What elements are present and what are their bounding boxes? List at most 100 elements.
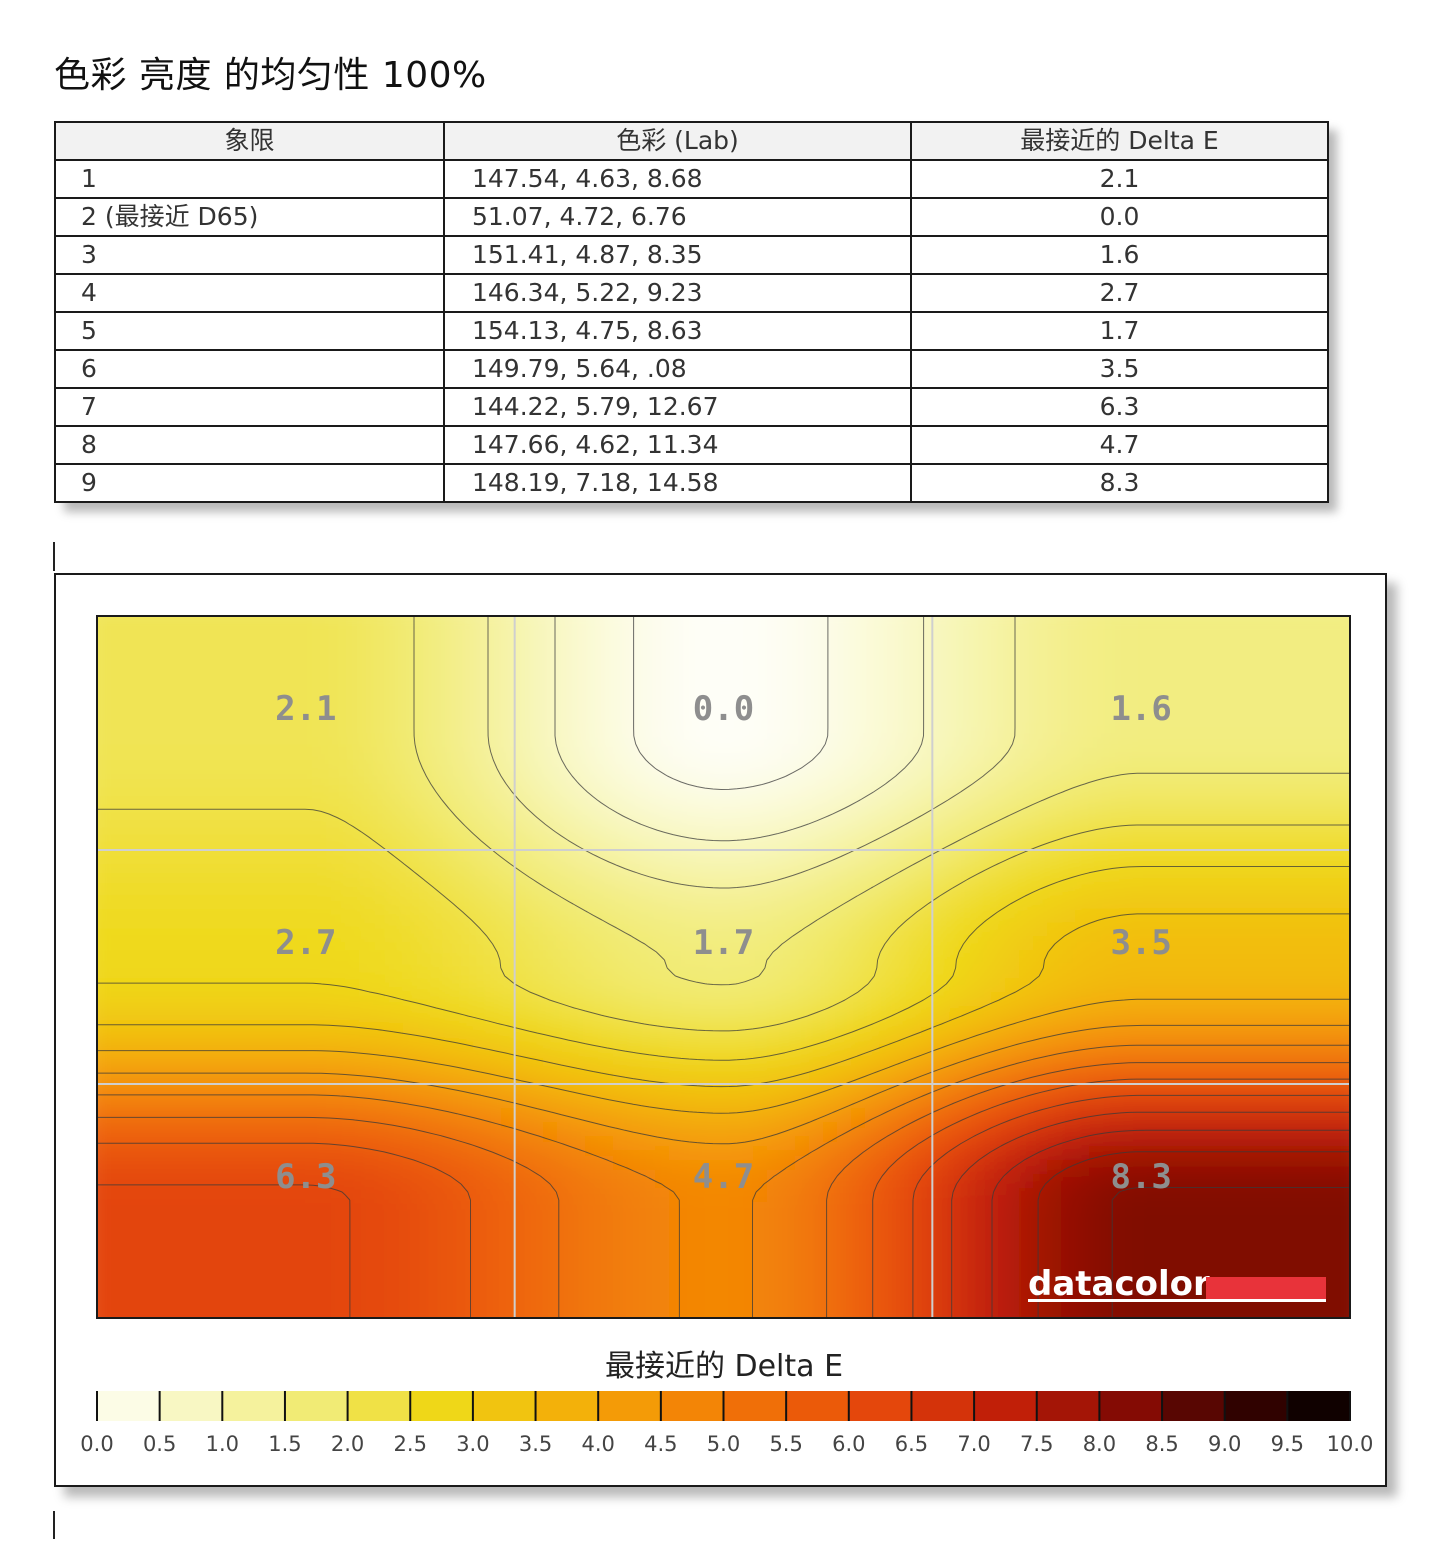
heatmap-tile: [599, 908, 614, 923]
heatmap-tile: [375, 880, 390, 895]
heatmap-tile: [669, 1272, 684, 1287]
heatmap-tile: [641, 1188, 656, 1203]
heatmap-tile: [613, 950, 628, 965]
heatmap-tile: [1355, 824, 1370, 839]
heatmap-tile: [403, 642, 418, 657]
heatmap-tile: [865, 894, 880, 909]
heatmap-tile: [193, 726, 208, 741]
heatmap-tile: [655, 922, 670, 937]
heatmap-tile: [767, 866, 782, 881]
heatmap-tile: [249, 642, 264, 657]
heatmap-tile: [571, 964, 586, 979]
heatmap-tile: [641, 1090, 656, 1105]
heatmap-tile: [1117, 866, 1132, 881]
heatmap-tile: [221, 1118, 236, 1133]
heatmap-tile: [1033, 908, 1048, 923]
heatmap-tile: [949, 1048, 964, 1063]
heatmap-tile: [865, 1020, 880, 1035]
heatmap-tile: [1229, 642, 1244, 657]
heatmap-tile: [879, 1202, 894, 1217]
heatmap-tile: [67, 1202, 82, 1217]
heatmap-tile: [697, 656, 712, 671]
heatmap-tile: [515, 768, 530, 783]
heatmap-tile: [1257, 726, 1272, 741]
heatmap-tile: [1019, 782, 1034, 797]
heatmap-tile: [613, 684, 628, 699]
heatmap-tile: [389, 698, 404, 713]
heatmap-tile: [907, 964, 922, 979]
heatmap-tile: [697, 740, 712, 755]
heatmap-tile: [1089, 670, 1104, 685]
heatmap-tile: [1229, 936, 1244, 951]
heatmap-tile: [193, 1286, 208, 1301]
heatmap-tile: [767, 1286, 782, 1301]
heatmap-tile: [361, 1006, 376, 1021]
heatmap-tile: [949, 978, 964, 993]
heatmap-tile: [1355, 1244, 1370, 1259]
heatmap-tile: [1145, 1146, 1160, 1161]
heatmap-tile: [795, 1258, 810, 1273]
heatmap-tile: [81, 936, 96, 951]
heatmap-tile: [263, 1160, 278, 1175]
heatmap-tile: [1271, 1230, 1286, 1245]
heatmap-tile: [1313, 1160, 1328, 1175]
heatmap-tile: [417, 824, 432, 839]
heatmap-tile: [1299, 908, 1314, 923]
heatmap-tile: [1313, 950, 1328, 965]
heatmap-tile: [1369, 1006, 1384, 1021]
heatmap-tile: [851, 656, 866, 671]
heatmap-tile: [655, 1188, 670, 1203]
heatmap-tile: [571, 726, 586, 741]
heatmap-tile: [1243, 964, 1258, 979]
heatmap-tile: [1271, 1034, 1286, 1049]
heatmap-tile: [907, 950, 922, 965]
heatmap-tile: [1285, 1188, 1300, 1203]
heatmap-tile: [669, 1048, 684, 1063]
heatmap-tile: [487, 824, 502, 839]
heatmap-tile: [81, 1062, 96, 1077]
heatmap-tile: [529, 936, 544, 951]
heatmap-tile: [1103, 684, 1118, 699]
heatmap-tile: [123, 1034, 138, 1049]
heatmap-tile: [1187, 1006, 1202, 1021]
heatmap-tile: [1075, 642, 1090, 657]
heatmap-tile: [655, 1146, 670, 1161]
heatmap-tile: [795, 628, 810, 643]
heatmap-tile: [515, 712, 530, 727]
heatmap-tile: [921, 992, 936, 1007]
heatmap-tile: [137, 1230, 152, 1245]
heatmap-tile: [123, 712, 138, 727]
heatmap-tile: [1271, 1174, 1286, 1189]
heatmap-tile: [375, 1272, 390, 1287]
heatmap-tile: [697, 616, 712, 629]
heatmap-tile: [123, 726, 138, 741]
heatmap-tile: [305, 740, 320, 755]
heatmap-tile: [305, 1314, 320, 1318]
heatmap-tile: [963, 1230, 978, 1245]
heatmap-tile: [1215, 1202, 1230, 1217]
heatmap-tile: [1131, 1034, 1146, 1049]
heatmap-tile: [221, 1062, 236, 1077]
heatmap-tile: [599, 684, 614, 699]
heatmap-tile: [697, 964, 712, 979]
heatmap-tile: [333, 1230, 348, 1245]
heatmap-tile: [1327, 586, 1342, 601]
heatmap-tile: [767, 1034, 782, 1049]
heatmap-tile: [431, 782, 446, 797]
heatmap-tile: [1103, 1244, 1118, 1259]
heatmap-tile: [1019, 964, 1034, 979]
heatmap-tile: [1145, 768, 1160, 783]
heatmap-tile: [1369, 586, 1384, 601]
heatmap-tile: [949, 810, 964, 825]
heatmap-tile: [1271, 880, 1286, 895]
heatmap-tile: [137, 1006, 152, 1021]
heatmap-tile: [109, 712, 124, 727]
heatmap-tile: [1033, 852, 1048, 867]
heatmap-tile: [487, 1090, 502, 1105]
heatmap-tile: [193, 754, 208, 769]
heatmap-tile: [711, 1062, 726, 1077]
heatmap-tile: [305, 1104, 320, 1119]
heatmap-tile: [837, 1062, 852, 1077]
heatmap-tile: [221, 586, 236, 601]
heatmap-tile: [1131, 616, 1146, 629]
